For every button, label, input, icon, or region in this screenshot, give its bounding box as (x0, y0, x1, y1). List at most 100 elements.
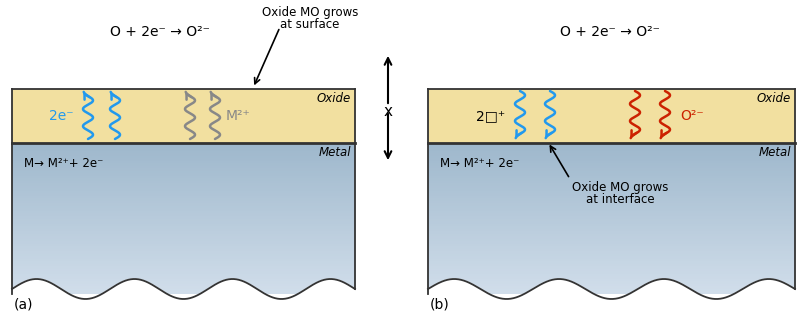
Bar (428, 256, 795, 259)
Polygon shape (428, 279, 795, 309)
Polygon shape (12, 279, 355, 309)
Bar (12, 171, 355, 173)
Bar (428, 176, 795, 178)
Bar (12, 206, 355, 208)
Bar (12, 284, 355, 286)
Text: Metal: Metal (319, 146, 351, 159)
Bar (428, 173, 795, 176)
Bar (428, 274, 795, 276)
Bar (428, 148, 795, 151)
Text: Oxide: Oxide (757, 92, 791, 105)
Bar (12, 146, 355, 148)
Bar (428, 284, 795, 286)
Bar (428, 198, 795, 201)
Text: Oxide: Oxide (316, 92, 351, 105)
Bar (428, 264, 795, 266)
Bar (428, 151, 795, 153)
Bar (428, 241, 795, 244)
Text: O + 2e⁻ → O²⁻: O + 2e⁻ → O²⁻ (560, 25, 660, 39)
Bar (428, 272, 795, 274)
Bar (12, 269, 355, 272)
Bar (428, 181, 795, 183)
Bar (12, 193, 355, 196)
Bar (428, 279, 795, 281)
Bar (428, 213, 795, 216)
Text: at interface: at interface (586, 193, 654, 206)
Bar (12, 186, 355, 188)
Bar (12, 231, 355, 234)
Bar (428, 168, 795, 171)
Bar (12, 166, 355, 168)
Bar (428, 291, 795, 294)
Bar (12, 264, 355, 266)
Bar (12, 274, 355, 276)
Bar (12, 216, 355, 219)
Bar (428, 193, 795, 196)
Bar (428, 276, 795, 279)
Bar (428, 236, 795, 239)
Bar (428, 249, 795, 251)
Bar (12, 208, 355, 211)
Bar (12, 221, 355, 224)
Bar (12, 89, 355, 143)
Bar (12, 143, 355, 146)
Bar (428, 201, 795, 203)
Bar (12, 191, 355, 193)
Bar (12, 153, 355, 156)
Bar (12, 226, 355, 229)
Bar (428, 261, 795, 264)
Bar (428, 229, 795, 231)
Bar (428, 160, 795, 163)
Bar (12, 158, 355, 160)
Bar (12, 251, 355, 254)
Text: at surface: at surface (280, 18, 340, 31)
Bar (12, 234, 355, 236)
Text: (b): (b) (430, 297, 450, 311)
Bar (428, 219, 795, 221)
Text: M→ M²⁺+ 2e⁻: M→ M²⁺+ 2e⁻ (440, 157, 519, 170)
Bar (428, 266, 795, 269)
Bar (12, 239, 355, 241)
Bar (12, 203, 355, 206)
Bar (12, 168, 355, 171)
Bar (428, 234, 795, 236)
Bar (12, 291, 355, 294)
Bar (428, 156, 795, 158)
Bar (12, 213, 355, 216)
Bar (428, 153, 795, 156)
Bar (12, 229, 355, 231)
Bar (12, 188, 355, 191)
Bar (428, 221, 795, 224)
Text: 2e⁻: 2e⁻ (49, 109, 74, 123)
Bar (428, 281, 795, 284)
Bar (428, 158, 795, 160)
Bar (12, 281, 355, 284)
Bar (12, 289, 355, 291)
Bar (428, 251, 795, 254)
Bar (428, 231, 795, 234)
Bar (428, 166, 795, 168)
Bar (12, 151, 355, 153)
Bar (428, 244, 795, 246)
Bar (428, 269, 795, 272)
Bar (12, 261, 355, 264)
Bar (12, 156, 355, 158)
Text: Oxide MO grows: Oxide MO grows (572, 181, 668, 194)
Bar (428, 203, 795, 206)
Bar (428, 163, 795, 166)
Bar (428, 246, 795, 249)
Bar (12, 241, 355, 244)
Bar (428, 186, 795, 188)
Bar (12, 276, 355, 279)
Bar (428, 188, 795, 191)
Bar (12, 272, 355, 274)
Bar (12, 244, 355, 246)
Bar (428, 183, 795, 186)
Bar (12, 211, 355, 213)
Bar (12, 181, 355, 183)
Bar (12, 219, 355, 221)
Bar (12, 236, 355, 239)
Bar (12, 183, 355, 186)
Bar (428, 259, 795, 261)
Text: O + 2e⁻ → O²⁻: O + 2e⁻ → O²⁻ (110, 25, 210, 39)
